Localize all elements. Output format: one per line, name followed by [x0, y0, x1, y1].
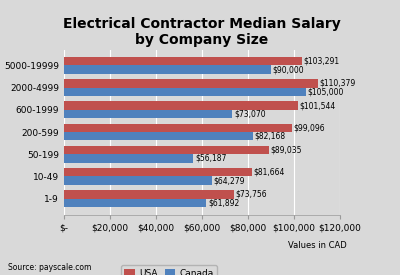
- Text: $73,070: $73,070: [234, 109, 266, 119]
- Text: $99,096: $99,096: [294, 123, 325, 132]
- Bar: [64, 154, 193, 163]
- Bar: [64, 146, 269, 154]
- Bar: [64, 79, 318, 88]
- Text: $89,035: $89,035: [271, 145, 302, 155]
- Title: Electrical Contractor Median Salary
by Company Size: Electrical Contractor Median Salary by C…: [63, 17, 341, 47]
- Bar: [64, 65, 271, 74]
- Bar: [64, 101, 298, 110]
- Text: $73,756: $73,756: [236, 190, 267, 199]
- Text: $110,379: $110,379: [320, 79, 356, 88]
- Bar: [64, 57, 302, 65]
- Bar: [64, 88, 306, 96]
- Text: Values in CAD: Values in CAD: [288, 241, 347, 250]
- Text: Source: payscale.com: Source: payscale.com: [8, 263, 91, 272]
- Text: $81,664: $81,664: [254, 168, 285, 177]
- Text: $103,291: $103,291: [304, 57, 340, 66]
- Text: $56,187: $56,187: [195, 154, 226, 163]
- Bar: [64, 190, 234, 199]
- Bar: [64, 110, 232, 118]
- Text: $61,892: $61,892: [208, 198, 240, 207]
- Text: $90,000: $90,000: [273, 65, 304, 74]
- Bar: [64, 176, 212, 185]
- Text: $101,544: $101,544: [299, 101, 336, 110]
- Text: $82,168: $82,168: [255, 132, 286, 141]
- Bar: [64, 132, 253, 141]
- Bar: [64, 123, 292, 132]
- Bar: [64, 199, 206, 207]
- Legend: USA, Canada: USA, Canada: [121, 265, 217, 275]
- Text: $105,000: $105,000: [307, 87, 344, 96]
- Text: $64,279: $64,279: [214, 176, 245, 185]
- Bar: [64, 168, 252, 176]
